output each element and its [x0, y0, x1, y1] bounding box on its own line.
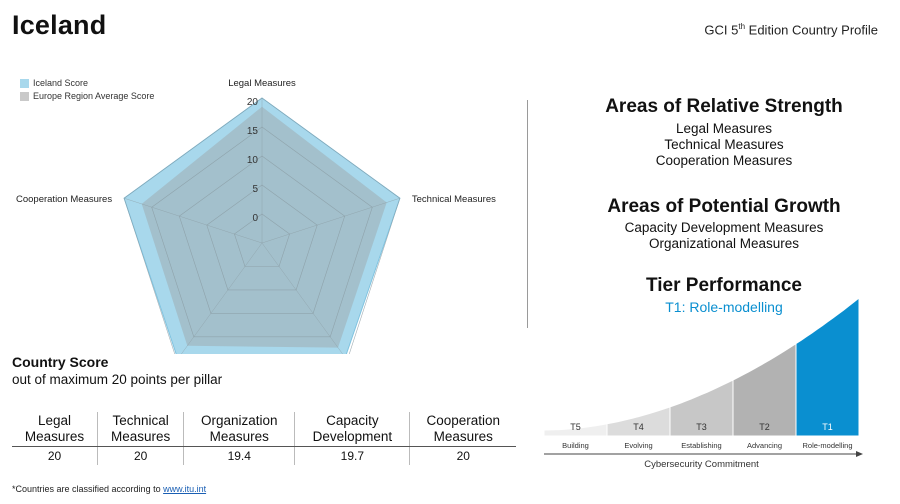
tier-code-t1: T1: [822, 422, 833, 432]
tick-label-3: 15: [247, 126, 259, 137]
header-capacity-l1: Capacity: [326, 413, 379, 428]
commitment-axis-label: Cybersecurity Commitment: [644, 459, 759, 470]
legend-item-europe: Europe Region Average Score: [20, 91, 154, 101]
header-technical-l2: Measures: [111, 429, 171, 444]
legend-label-europe: Europe Region Average Score: [33, 91, 155, 101]
axis-spoke-4: [124, 197, 263, 244]
header-organization: Organization Measures: [183, 412, 295, 447]
grid-ring-0: [234, 213, 290, 267]
chart-legend: Iceland Score Europe Region Average Scor…: [20, 78, 154, 101]
value-cooperation: 20: [409, 446, 516, 465]
header-cooperation-l2: Measures: [433, 429, 493, 444]
strength-item-technical: Technical Measures: [664, 137, 784, 152]
tick-label-1: 5: [252, 184, 258, 195]
legend-swatch-iceland: [20, 78, 29, 88]
value-capacity: 19.7: [294, 446, 410, 465]
grid-ring-3: [151, 126, 373, 338]
axis-spoke-3: [181, 242, 263, 354]
commitment-arrow-icon: [856, 451, 863, 457]
axis-spoke-1: [261, 197, 400, 244]
tier-block-t1: [795, 296, 860, 437]
tier-name-t3: Establishing: [681, 441, 721, 450]
edition-suffix: Edition Country Profile: [745, 22, 878, 38]
tier-title: Tier Performance: [646, 275, 802, 296]
grid-ring-2: [178, 155, 346, 314]
score-value-row: 20 20 19.4 19.7 20: [12, 446, 516, 465]
series-europe-area: [141, 106, 387, 348]
tick-label-4: 20: [247, 97, 259, 108]
tier-block-t3: [669, 379, 734, 437]
header-cooperation: Cooperation Measures: [409, 412, 516, 447]
header-organization-l2: Measures: [209, 429, 269, 444]
score-header-row: Legal Measures Technical Measures Organiza…: [12, 412, 516, 447]
radar-chart: 0 5 10 15 20 Legal Measures Technical Measures…: [16, 78, 496, 354]
strength-title: Areas of Relative Strength: [605, 96, 843, 117]
header-cooperation-l1: Cooperation: [426, 413, 501, 428]
value-organization: 19.4: [183, 446, 295, 465]
header-technical: Technical Measures: [97, 412, 184, 447]
edition-prefix: GCI 5: [704, 22, 739, 38]
grid-ring-4: [123, 97, 401, 354]
header-capacity-l2: Development: [312, 429, 393, 444]
legend-swatch-europe: [20, 91, 29, 101]
growth-item-organizational: Organizational Measures: [648, 236, 800, 251]
header-capacity: Capacity Development: [294, 412, 410, 447]
header-technical-l1: Technical: [112, 413, 169, 428]
tier-name-t1: Role-modelling: [802, 441, 852, 450]
country-score-table: Legal Measures Technical Measures Organiza…: [12, 412, 516, 465]
vertical-divider: [527, 100, 528, 328]
edition-label: GCI 5th Edition Country Profile: [704, 22, 878, 37]
header-organization-l1: Organization: [200, 413, 278, 428]
value-technical: 20: [97, 446, 184, 465]
country-title: Iceland: [12, 10, 107, 40]
country-score-title: Country Score: [12, 354, 109, 370]
tier-code-t3: T3: [696, 422, 707, 432]
legend-item-iceland: Iceland Score: [20, 78, 154, 88]
tier-subtitle: T1: Role-modelling: [665, 299, 783, 315]
axis-spoke-2: [261, 242, 343, 354]
edition-superscript: th: [738, 22, 746, 31]
tick-label-2: 10: [247, 155, 259, 166]
tier-code-t4: T4: [633, 422, 644, 432]
growth-title: Areas of Potential Growth: [607, 196, 841, 217]
axis-label-1: Technical Measures: [412, 194, 496, 205]
growth-item-capacity: Capacity Development Measures: [624, 220, 824, 235]
tier-block-t2: [732, 342, 797, 437]
legend-label-iceland: Iceland Score: [33, 78, 89, 88]
tier-block-t5: [543, 423, 608, 437]
tier-code-t5: T5: [570, 422, 581, 432]
footnote-link[interactable]: www.itu.int: [163, 484, 207, 494]
tier-block-t4: [606, 406, 671, 437]
strength-item-cooperation: Cooperation Measures: [655, 153, 793, 168]
header-legal-l1: Legal: [37, 413, 72, 428]
axis-label-4: Cooperation Measures: [16, 194, 112, 205]
tier-code-t2: T2: [759, 422, 770, 432]
header-legal-l2: Measures: [24, 429, 85, 444]
country-score-subtitle: out of maximum 20 points per pillar: [12, 372, 223, 387]
header-legal: Legal Measures: [12, 412, 98, 447]
axis-label-0: Legal Measures: [228, 78, 296, 89]
strength-item-legal: Legal Measures: [675, 121, 773, 136]
tier-name-t2: Advancing: [747, 441, 782, 450]
grid-ring-1: [206, 184, 318, 291]
tier-diagram: T5 Building T4 Evolving T3 Establishing T2 Adva…: [543, 296, 863, 470]
tier-name-t4: Evolving: [624, 441, 652, 450]
footnote: *Countries are classified according to w…: [12, 484, 206, 494]
tier-name-t5: Building: [562, 441, 589, 450]
footnote-text: *Countries are classified according to: [12, 484, 164, 494]
tick-label-0: 0: [252, 213, 258, 224]
value-legal: 20: [47, 449, 62, 463]
